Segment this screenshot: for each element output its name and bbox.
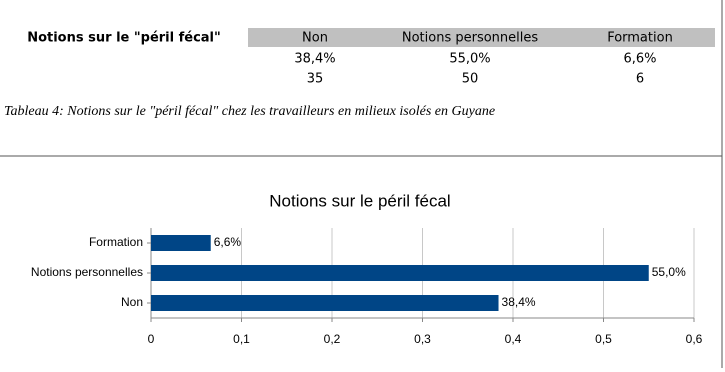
x-tick-label: 0,2	[324, 332, 341, 346]
table-header: Notions sur le "péril fécal"	[27, 31, 221, 46]
y-tick-label: Formation	[89, 235, 143, 249]
y-tick-label: Notions personnelles	[31, 265, 143, 279]
x-tick-label: 0,5	[595, 332, 612, 346]
x-tick-label: 0,1	[233, 332, 250, 346]
table-header: Non	[302, 31, 328, 46]
y-tick-label: Non	[121, 295, 143, 309]
x-tick-label: 0,6	[686, 332, 703, 346]
table-cell: 38,4%	[294, 52, 335, 67]
table-header-bg	[248, 28, 715, 47]
x-tick-label: 0	[148, 332, 155, 346]
table-cell: 6	[636, 72, 644, 87]
bar	[151, 235, 211, 251]
chart: 0 0,1 0,2 0,3 0,4 0,5 0,6 Non 38,4% Notions perso…	[31, 228, 703, 346]
chart-title: Notions sur le péril fécal	[269, 191, 450, 210]
bar	[151, 295, 499, 311]
data-label: 6,6%	[214, 235, 242, 249]
table-cell: 55,0%	[449, 52, 490, 67]
table-cell: 6,6%	[623, 52, 656, 67]
data-label: 38,4%	[502, 295, 536, 309]
x-tick-label: 0,3	[414, 332, 431, 346]
table-header: Notions personnelles	[402, 31, 539, 46]
caption: Tableau 4: Notions sur le "péril fécal" …	[4, 104, 495, 119]
table-cell: 35	[307, 72, 324, 87]
data-label: 55,0%	[652, 265, 686, 279]
table-cell: 50	[462, 72, 479, 87]
bar	[151, 265, 649, 281]
table-header: Formation	[607, 31, 673, 46]
x-tick-label: 0,4	[505, 332, 522, 346]
